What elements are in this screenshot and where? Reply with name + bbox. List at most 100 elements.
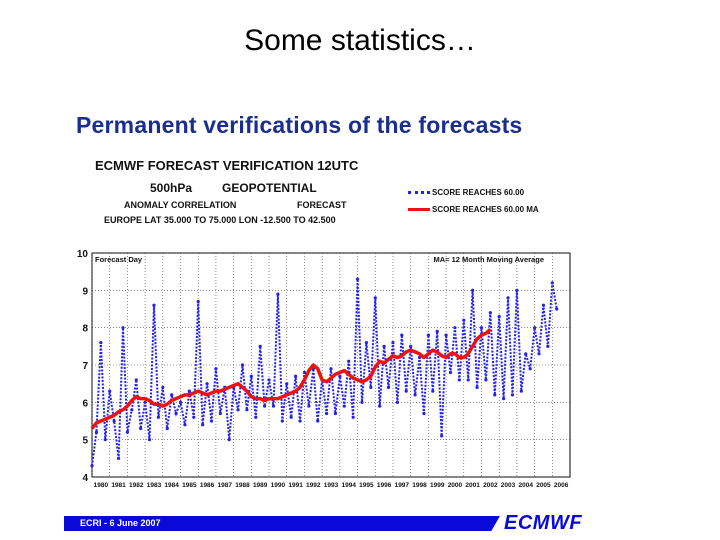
data-point [351, 415, 355, 419]
slide-subtitle: Permanent verifications of the forecasts [76, 112, 523, 138]
data-point [484, 378, 488, 382]
data-point [497, 314, 501, 319]
data-point [550, 281, 554, 285]
x-tick-label: 1984 [164, 482, 179, 489]
data-point [502, 397, 506, 401]
chart-header-score: ANOMALY CORRELATION [124, 200, 237, 210]
x-tick-label: 1980 [94, 482, 109, 489]
x-tick-label: 1998 [412, 482, 427, 489]
data-point [409, 344, 413, 348]
data-point [338, 374, 342, 378]
data-point [519, 389, 523, 393]
legend-swatch-monthly [408, 191, 430, 194]
footer-brand-logo: ECMWF [504, 512, 583, 534]
data-point [391, 341, 395, 345]
data-point [364, 341, 369, 345]
y-tick-label: 5 [82, 436, 88, 447]
data-point [267, 378, 271, 382]
y-tick-label: 9 [82, 286, 88, 297]
data-point [214, 367, 218, 371]
data-point [435, 329, 439, 333]
y-tick-label: 8 [82, 324, 88, 335]
data-point [448, 370, 453, 375]
data-point [174, 411, 178, 416]
data-point [99, 341, 103, 345]
x-tick-label: 1991 [288, 482, 303, 489]
data-point [404, 389, 408, 393]
data-point [537, 352, 541, 356]
data-point [94, 430, 99, 434]
data-point [506, 296, 510, 300]
data-point [373, 296, 377, 300]
data-point [324, 411, 329, 416]
data-point [240, 363, 245, 367]
data-point [532, 326, 537, 330]
data-point [347, 359, 351, 363]
data-point [170, 393, 174, 397]
data-point [471, 288, 475, 292]
data-point [90, 464, 94, 468]
chart-header-forecast: FORECAST [297, 200, 347, 210]
chart-header-domain: EUROPE LAT 35.000 TO 75.000 LON -12.500 … [104, 215, 336, 225]
series-line-monthly [91, 279, 558, 466]
chart-header-line1: ECMWF FORECAST VERIFICATION 12UTC [95, 158, 359, 173]
data-point [479, 326, 484, 330]
data-point [134, 378, 138, 382]
data-point [524, 352, 528, 356]
footer-bar [64, 516, 500, 531]
legend-label-monthly: SCORE REACHES 60.00 [432, 188, 525, 197]
x-tick-label: 2004 [519, 482, 534, 489]
data-point [298, 419, 302, 423]
x-tick-label: 2002 [483, 482, 498, 489]
x-tick-label: 1999 [430, 482, 445, 489]
slide-title: Some statistics… [244, 24, 476, 57]
data-point [196, 299, 200, 304]
data-point [493, 393, 497, 397]
data-point [475, 385, 479, 389]
data-point [329, 367, 333, 371]
data-point [510, 393, 515, 397]
data-point [156, 415, 160, 419]
data-point [555, 307, 559, 311]
legend-entry-moving-average: SCORE REACHES 60.00 MA [408, 205, 539, 214]
data-point [515, 288, 519, 292]
chart-annotation: MA= 12 Month Moving Average [433, 255, 544, 264]
data-point [178, 400, 183, 404]
data-point [183, 423, 187, 427]
x-tick-label: 2006 [554, 482, 569, 489]
data-point [440, 434, 444, 438]
data-point [342, 404, 346, 408]
data-point [147, 438, 152, 442]
data-point [293, 374, 298, 378]
data-point [139, 426, 143, 431]
x-tick-label: 1983 [147, 482, 162, 489]
data-point [431, 389, 435, 393]
data-point [382, 344, 386, 348]
data-point [249, 374, 253, 378]
x-tick-label: 1982 [129, 482, 144, 489]
data-point [280, 419, 284, 423]
data-point [103, 438, 107, 442]
data-point [462, 318, 466, 322]
data-point [488, 311, 492, 315]
data-point [121, 326, 125, 330]
data-point [289, 415, 293, 419]
data-point [116, 456, 121, 460]
data-point [466, 378, 470, 382]
legend-entry-monthly: SCORE REACHES 60.00 [408, 188, 524, 197]
chart-header-field: GEOPOTENTIAL [222, 181, 317, 195]
data-point [201, 423, 205, 427]
data-point [112, 419, 116, 423]
x-tick-label: 2005 [536, 482, 551, 489]
plot-frame [91, 252, 571, 478]
x-tick-label: 2003 [501, 482, 516, 489]
y-tick-label: 10 [77, 249, 89, 260]
data-point [444, 333, 448, 337]
data-point [187, 389, 191, 393]
x-tick-label: 1997 [395, 482, 410, 489]
x-tick-label: 1990 [271, 482, 286, 489]
data-point [130, 408, 134, 412]
data-point [254, 415, 258, 419]
data-point [165, 426, 169, 431]
